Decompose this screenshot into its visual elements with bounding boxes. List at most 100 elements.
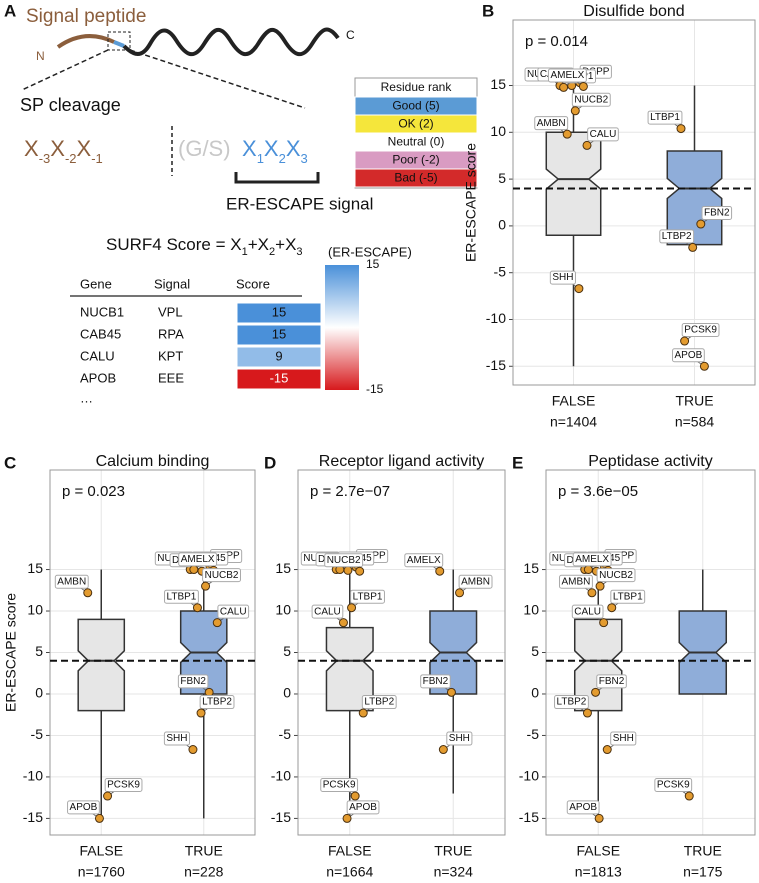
y-tick-label: -5 <box>527 726 540 742</box>
y-tick-label: 0 <box>498 217 506 233</box>
point <box>559 82 569 92</box>
legend-swatch <box>354 168 478 188</box>
term-index: 3 <box>296 246 302 258</box>
point <box>594 813 604 823</box>
x-tick-label: TRUE <box>185 843 223 859</box>
residue: X <box>77 136 92 161</box>
point-label-box <box>420 674 451 689</box>
n-label: n=584 <box>675 414 715 430</box>
point-label-box <box>659 229 695 244</box>
point-label: SHH <box>449 733 470 744</box>
signal: RPA <box>158 326 184 341</box>
zoom-line <box>21 49 109 91</box>
y-tick-label: 15 <box>523 560 539 576</box>
p-value: p = 0.014 <box>525 33 588 50</box>
y-tick-label: 15 <box>490 76 506 92</box>
score: 15 <box>272 326 286 341</box>
point-label: LTBP2 <box>662 231 692 242</box>
point-label: AMELX <box>550 70 584 81</box>
signal: VPL <box>158 304 183 319</box>
point-label-box <box>681 323 720 338</box>
gene: APOB <box>80 370 116 385</box>
point <box>578 81 588 91</box>
y-tick-label: -10 <box>519 768 539 784</box>
point-label: PCSK9 <box>657 780 690 791</box>
point-label: CALU <box>574 606 601 617</box>
point-label-box <box>558 574 593 589</box>
term: X <box>285 235 296 254</box>
y-axis-label: ER-ESCAPE score <box>3 593 19 712</box>
point <box>350 791 360 801</box>
point <box>342 813 352 823</box>
point <box>595 581 605 591</box>
panel-letter: E <box>512 453 523 472</box>
chart-title: Disulfide bond <box>583 3 684 20</box>
y-tick-label: 15 <box>275 560 291 576</box>
point-label: PCSK9 <box>107 780 140 791</box>
n-label: n=1813 <box>575 864 622 880</box>
residue-index: -2 <box>65 151 77 166</box>
legend-label: Poor (-2) <box>392 153 439 167</box>
y-tick-label: -10 <box>271 768 291 784</box>
colorbar <box>325 265 359 390</box>
y-tick-label: 10 <box>523 602 539 618</box>
point-label-box <box>217 604 250 619</box>
residue-index: -1 <box>91 151 103 166</box>
point-label: PCSK9 <box>323 780 356 791</box>
panel-letter: A <box>4 1 16 20</box>
point-label: PCSK9 <box>684 325 717 336</box>
c-term: C <box>346 28 355 42</box>
box <box>325 626 374 712</box>
plot-frame <box>297 469 506 836</box>
point-label: APOB <box>70 802 98 813</box>
joiner: + <box>248 235 258 254</box>
colorbar-label: (ER-ESCAPE) <box>328 244 412 259</box>
point-label-box <box>324 553 364 568</box>
point-label-box <box>571 604 604 619</box>
point-label-box <box>178 552 218 567</box>
score-cell <box>236 302 322 324</box>
x-tick-label: FALSE <box>79 843 123 859</box>
point-label-box <box>596 674 627 689</box>
point <box>212 618 222 628</box>
point-label-box <box>571 92 611 107</box>
point <box>103 791 113 801</box>
point <box>358 708 368 718</box>
point-label-box <box>549 270 576 285</box>
point-label: FBN2 <box>704 208 730 219</box>
zoom-line <box>129 49 306 109</box>
point-label: AMBN <box>537 118 566 129</box>
point-label-box <box>104 778 143 793</box>
sequence-left: X-3X-2X-1 <box>24 136 103 167</box>
point <box>188 745 198 755</box>
term-index: 2 <box>269 246 275 258</box>
point <box>676 124 686 134</box>
residue-index: -3 <box>39 151 51 166</box>
point-label-box <box>67 800 100 815</box>
chart-title: Receptor ligand activity <box>319 453 484 470</box>
box <box>545 131 602 237</box>
residue-index: 2 <box>279 151 286 166</box>
signal-peptide-label: Signal peptide <box>26 6 146 27</box>
y-tick-label: 5 <box>283 643 291 659</box>
signal: KPT <box>158 348 183 363</box>
point-label-box <box>547 68 587 83</box>
point-label: LTBP1 <box>613 591 643 602</box>
point-label: NUCB2 <box>574 94 608 105</box>
point <box>438 745 448 755</box>
point-label: LTBP1 <box>650 112 680 123</box>
point <box>192 603 202 613</box>
y-tick-label: -15 <box>519 809 539 825</box>
y-tick-label: 0 <box>283 685 291 701</box>
n-term: N <box>36 49 45 63</box>
panel-letter: C <box>4 453 16 472</box>
point <box>574 284 584 294</box>
p-value: p = 3.6e−05 <box>558 483 638 500</box>
plot-frame <box>545 469 756 836</box>
n-label: n=1664 <box>326 864 373 880</box>
point <box>355 566 365 576</box>
score-cell <box>236 324 322 346</box>
point <box>688 242 698 252</box>
y-tick-label: 15 <box>27 560 43 576</box>
